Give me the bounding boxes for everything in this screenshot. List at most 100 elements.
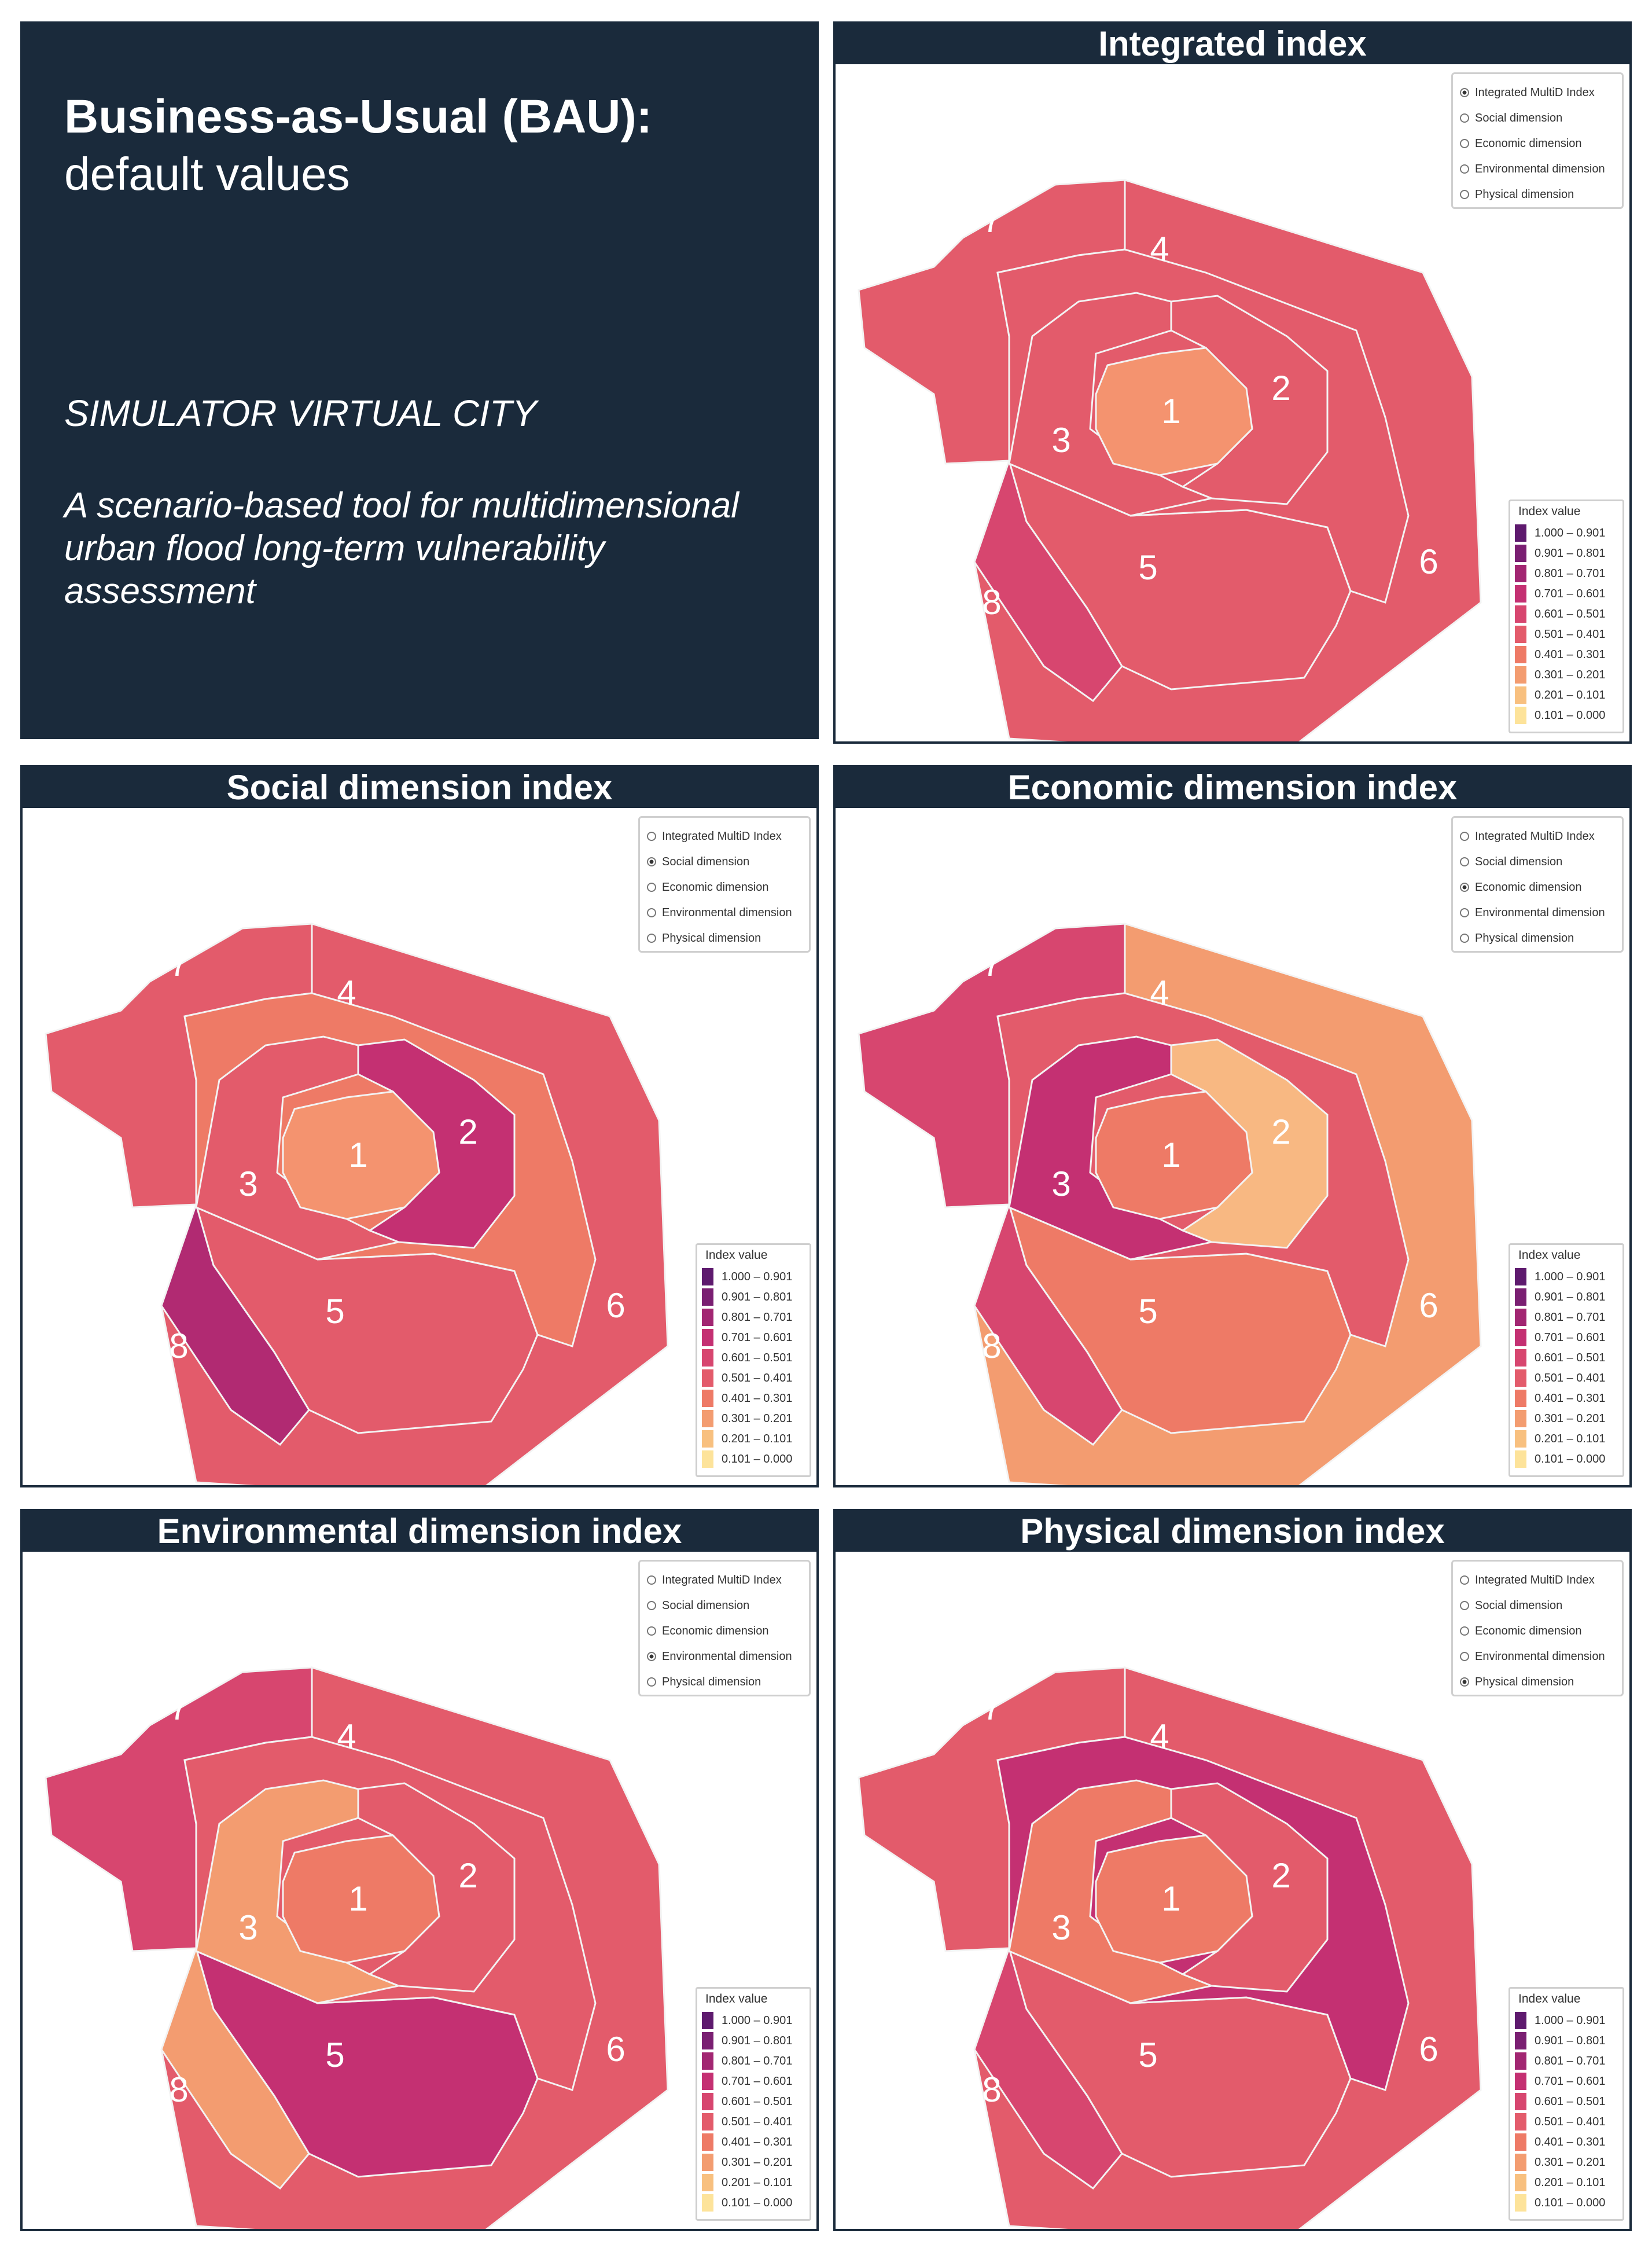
radio-option-label: Physical dimension (662, 931, 761, 945)
legend-swatch (1515, 2073, 1526, 2090)
radio-selected-icon[interactable] (647, 1652, 656, 1661)
legend-entry: 0.301 – 0.201 (1515, 2154, 1605, 2171)
radio-option[interactable]: Economic dimension (647, 1619, 769, 1643)
radio-empty-icon[interactable] (1460, 1601, 1469, 1610)
radio-option[interactable]: Environmental dimension (1460, 1645, 1605, 1668)
legend-range-label: 0.701 – 0.601 (1535, 1331, 1606, 1344)
index-legend: Index value 1.000 – 0.901 0.901 – 0.801 0.8… (696, 1243, 811, 1477)
radio-option[interactable]: Physical dimension (647, 1670, 761, 1694)
legend-range-label: 0.101 – 0.000 (722, 1452, 793, 1465)
zone-3[interactable] (1008, 1779, 1215, 2004)
legend-swatch (1515, 2012, 1526, 2029)
radio-option[interactable]: Integrated MultiD Index (647, 1569, 782, 1592)
radio-option-label: Physical dimension (662, 1675, 761, 1688)
legend-range-label: 0.201 – 0.101 (722, 2176, 793, 2189)
legend-swatch (1515, 646, 1526, 663)
dimension-selector: Integrated MultiD Index Social dimension E… (638, 816, 811, 953)
legend-range-label: 1.000 – 0.901 (1535, 2014, 1606, 2027)
zone-3[interactable] (1008, 1035, 1215, 1261)
legend-range-label: 0.401 – 0.301 (722, 1391, 793, 1405)
zone-1[interactable] (1095, 1834, 1253, 1964)
zone-3[interactable] (195, 1779, 402, 2004)
radio-empty-icon[interactable] (647, 832, 656, 841)
radio-option[interactable]: Integrated MultiD Index (1460, 81, 1595, 104)
radio-option[interactable]: Physical dimension (1460, 927, 1574, 950)
legend-range-label: 0.601 – 0.501 (1535, 1351, 1606, 1364)
radio-option[interactable]: Social dimension (1460, 1594, 1562, 1617)
radio-empty-icon[interactable] (647, 1601, 656, 1610)
zone-3[interactable] (195, 1035, 402, 1261)
legend-swatch (1515, 545, 1526, 562)
radio-empty-icon[interactable] (1460, 908, 1469, 917)
legend-swatch (1515, 1288, 1526, 1306)
zone-1[interactable] (1095, 1090, 1253, 1220)
radio-empty-icon[interactable] (1460, 1575, 1469, 1585)
zone-1[interactable] (282, 1090, 440, 1220)
radio-option-label: Economic dimension (1475, 880, 1582, 894)
radio-option[interactable]: Integrated MultiD Index (647, 825, 782, 848)
radio-option[interactable]: Environmental dimension (647, 1645, 792, 1668)
radio-empty-icon[interactable] (647, 1677, 656, 1687)
radio-option[interactable]: Economic dimension (1460, 132, 1582, 155)
radio-option-label: Social dimension (1475, 1599, 1563, 1612)
legend-swatch (1515, 2174, 1526, 2191)
radio-empty-icon[interactable] (1460, 832, 1469, 841)
zone-1-label: 1 (1161, 1879, 1180, 1918)
legend-swatch (1515, 2032, 1526, 2049)
radio-empty-icon[interactable] (647, 908, 656, 917)
zone-3-label: 3 (238, 1165, 257, 1203)
radio-option[interactable]: Social dimension (647, 1594, 749, 1617)
radio-selected-icon[interactable] (1460, 1677, 1469, 1687)
legend-range-label: 0.901 – 0.801 (722, 2034, 793, 2047)
legend-entry: 1.000 – 0.901 (702, 1268, 792, 1285)
zone-4-label: 4 (1150, 974, 1169, 1012)
radio-empty-icon[interactable] (1460, 1652, 1469, 1661)
radio-empty-icon[interactable] (1460, 934, 1469, 943)
legend-range-label: 0.701 – 0.601 (722, 1331, 793, 1344)
radio-option-label: Environmental dimension (662, 1650, 792, 1663)
zone-8-label: 8 (982, 583, 1001, 622)
radio-empty-icon[interactable] (647, 1626, 656, 1636)
radio-option[interactable]: Environmental dimension (1460, 157, 1605, 181)
zone-2-label: 2 (458, 1856, 477, 1895)
radio-option[interactable]: Integrated MultiD Index (1460, 825, 1595, 848)
radio-option[interactable]: Environmental dimension (647, 901, 792, 924)
radio-option[interactable]: Physical dimension (1460, 1670, 1574, 1694)
radio-option[interactable]: Physical dimension (647, 927, 761, 950)
legend-entry: 1.000 – 0.901 (1515, 2012, 1605, 2029)
zone-1-label: 1 (348, 1879, 367, 1918)
legend-range-label: 0.101 – 0.000 (1535, 1452, 1606, 1465)
legend-range-label: 0.501 – 0.401 (1535, 1371, 1606, 1384)
legend-entry: 1.000 – 0.901 (1515, 524, 1605, 542)
radio-empty-icon[interactable] (647, 934, 656, 943)
radio-selected-icon[interactable] (1460, 88, 1469, 97)
radio-option-label: Economic dimension (1475, 137, 1582, 150)
integrated-index-panel: Integrated index 1 2 3 4 5 6 7 8 Integrated Multi… (833, 21, 1632, 744)
radio-empty-icon[interactable] (1460, 857, 1469, 866)
zone-1[interactable] (1095, 347, 1253, 476)
radio-option[interactable]: Social dimension (647, 850, 749, 873)
radio-empty-icon[interactable] (1460, 164, 1469, 174)
radio-option[interactable]: Environmental dimension (1460, 901, 1605, 924)
radio-option[interactable]: Economic dimension (647, 876, 769, 899)
radio-selected-icon[interactable] (647, 857, 656, 866)
legend-range-label: 0.201 – 0.101 (1535, 2176, 1606, 2189)
zone-3[interactable] (1008, 292, 1215, 517)
radio-empty-icon[interactable] (1460, 113, 1469, 123)
radio-option[interactable]: Social dimension (1460, 106, 1562, 130)
radio-option[interactable]: Social dimension (1460, 850, 1562, 873)
radio-empty-icon[interactable] (1460, 190, 1469, 199)
radio-empty-icon[interactable] (1460, 139, 1469, 148)
radio-empty-icon[interactable] (647, 883, 656, 892)
radio-option[interactable]: Economic dimension (1460, 1619, 1582, 1643)
legend-range-label: 0.501 – 0.401 (722, 1371, 793, 1384)
zone-1[interactable] (282, 1834, 440, 1964)
index-legend: Index value 1.000 – 0.901 0.901 – 0.801 0.8… (1508, 1243, 1624, 1477)
radio-empty-icon[interactable] (1460, 1626, 1469, 1636)
radio-option[interactable]: Integrated MultiD Index (1460, 1569, 1595, 1592)
radio-selected-icon[interactable] (1460, 883, 1469, 892)
legend-range-label: 0.401 – 0.301 (722, 2135, 793, 2148)
radio-option[interactable]: Physical dimension (1460, 183, 1574, 206)
radio-empty-icon[interactable] (647, 1575, 656, 1585)
radio-option[interactable]: Economic dimension (1460, 876, 1582, 899)
